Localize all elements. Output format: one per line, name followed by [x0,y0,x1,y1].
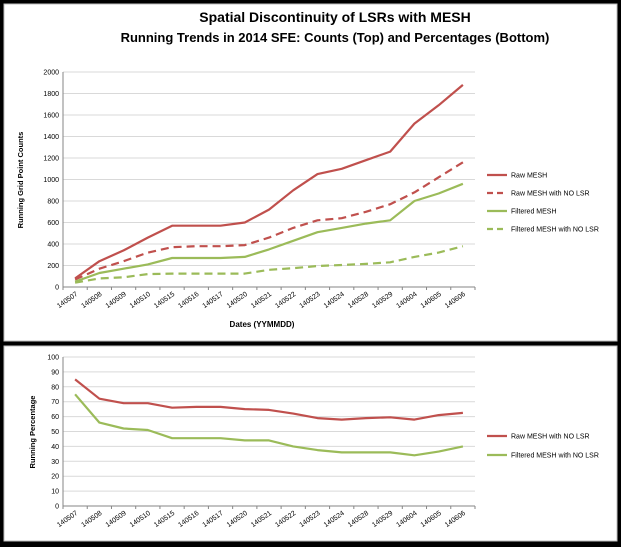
series-line-1 [74,378,463,421]
chart-title: Spatial Discontinuity of LSRs with MESH [199,9,470,25]
series-line-1 [74,84,464,280]
chart-subtitle: Running Trends in 2014 SFE: Counts (Top)… [121,30,550,45]
counts-chart-area [3,3,618,342]
legend-label: Filtered MESH with NO LSR [511,227,599,234]
y-tick-label: 90 [51,369,59,376]
y-axis-label: Running Percentage [28,396,37,469]
y-tick-label: 400 [47,242,59,249]
y-tick-label: 0 [55,504,59,511]
y-tick-label: 70 [51,399,59,406]
y-tick-label: 2000 [43,70,59,77]
y-tick-label: 10 [51,489,59,496]
counts-chart: Spatial Discontinuity of LSRs with MESH … [3,3,618,342]
legend-label: Raw MESH with NO LSR [511,191,590,198]
legend-label: Filtered MESH with NO LSR [511,453,599,460]
y-tick-label: 20 [51,474,59,481]
y-tick-label: 1600 [43,113,59,120]
y-tick-label: 30 [51,459,59,466]
x-axis-label: Dates (YYMMDD) [230,320,295,329]
series-line-3 [74,182,464,283]
series-line-2 [74,393,464,457]
series-line-4 [74,245,464,284]
y-tick-label: 1200 [43,156,59,163]
y-tick-label: 1800 [43,91,59,98]
y-tick-label: 60 [51,414,59,421]
y-tick-label: 1000 [43,177,59,184]
y-tick-label: 0 [55,285,59,292]
percentage-chart-area [3,345,618,542]
y-tick-label: 80 [51,384,59,391]
legend-label: Raw MESH with NO LSR [511,434,590,441]
y-tick-label: 100 [47,355,59,362]
series-line-2 [74,161,464,281]
y-tick-label: 200 [47,263,59,270]
y-tick-label: 800 [47,199,59,206]
y-axis-label: Running Grid Point Counts [16,132,25,229]
y-tick-label: 1400 [43,134,59,141]
y-tick-label: 600 [47,220,59,227]
percentage-chart: Running Percentage 0 10 20 30 40 50 60 70 80 90 10… [3,345,618,542]
y-tick-label: 40 [51,444,59,451]
legend-label: Raw MESH [511,173,547,180]
legend-label: Filtered MESH [511,209,557,216]
y-tick-label: 50 [51,429,59,436]
